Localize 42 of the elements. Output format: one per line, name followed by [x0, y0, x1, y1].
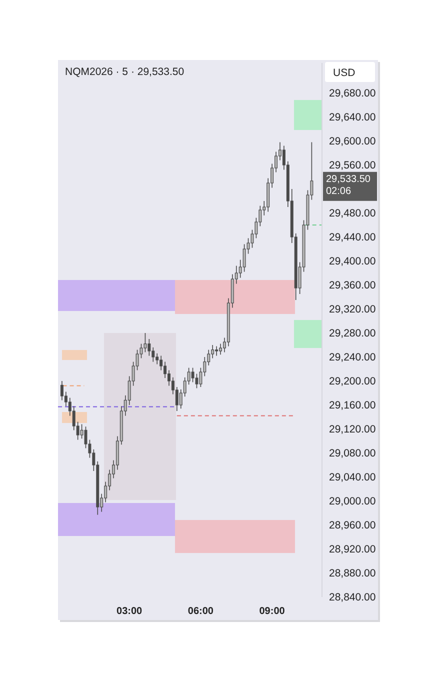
candlestick: [195, 373, 198, 389]
y-tick-label: 28,960.00: [329, 520, 376, 532]
x-tick-label: 06:00: [188, 606, 214, 617]
candlestick: [219, 343, 222, 355]
y-tick-label: 29,600.00: [329, 136, 376, 148]
y-tick-label: 28,880.00: [329, 568, 376, 580]
y-tick-label: 29,320.00: [329, 304, 376, 316]
y-tick-label: 29,400.00: [329, 256, 376, 268]
candlestick: [152, 347, 155, 362]
y-tick-label: 29,040.00: [329, 472, 376, 484]
candlestick: [164, 361, 167, 378]
y-tick-label: 29,680.00: [329, 88, 376, 100]
y-tick-label: 29,440.00: [329, 232, 376, 244]
text: 29,533.50: [326, 174, 371, 185]
y-tick-label: 29,480.00: [329, 208, 376, 220]
y-tick-label: 29,240.00: [329, 352, 376, 364]
candlestick: [60, 380, 64, 401]
candlestick: [148, 338, 151, 356]
text: 02:06: [326, 186, 352, 197]
x-tick-label: 09:00: [259, 606, 286, 617]
y-tick-label: 29,160.00: [329, 400, 376, 412]
text: USD: [333, 67, 356, 79]
candlestick: [191, 367, 194, 383]
x-tick-label: 03:00: [116, 606, 143, 617]
candlestick: [168, 370, 170, 386]
y-tick-label: 29,000.00: [329, 496, 376, 508]
y-tick-label: 29,200.00: [329, 376, 376, 388]
candlestick: [144, 332, 147, 353]
chart-title: NQM2026 · 5 · 29,533.50: [65, 66, 184, 78]
candlestick: [211, 344, 214, 359]
y-tick-label: 28,920.00: [329, 544, 376, 556]
y-tick-label: 29,080.00: [329, 448, 376, 460]
y-tick-label: 29,640.00: [329, 112, 376, 124]
y-tick-label: 28,840.00: [329, 592, 376, 604]
candlestick: [215, 346, 218, 356]
y-tick-label: 29,360.00: [329, 280, 376, 292]
candlestick: [160, 355, 163, 371]
y-tick-label: 29,560.00: [329, 160, 376, 172]
y-tick-label: 29,280.00: [329, 328, 376, 340]
candlestick: [156, 353, 159, 365]
candlestick: [242, 244, 246, 272]
y-tick-label: 29,120.00: [329, 424, 376, 436]
